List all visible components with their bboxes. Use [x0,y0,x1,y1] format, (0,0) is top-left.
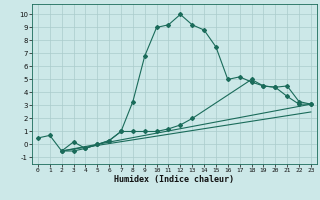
X-axis label: Humidex (Indice chaleur): Humidex (Indice chaleur) [115,175,234,184]
